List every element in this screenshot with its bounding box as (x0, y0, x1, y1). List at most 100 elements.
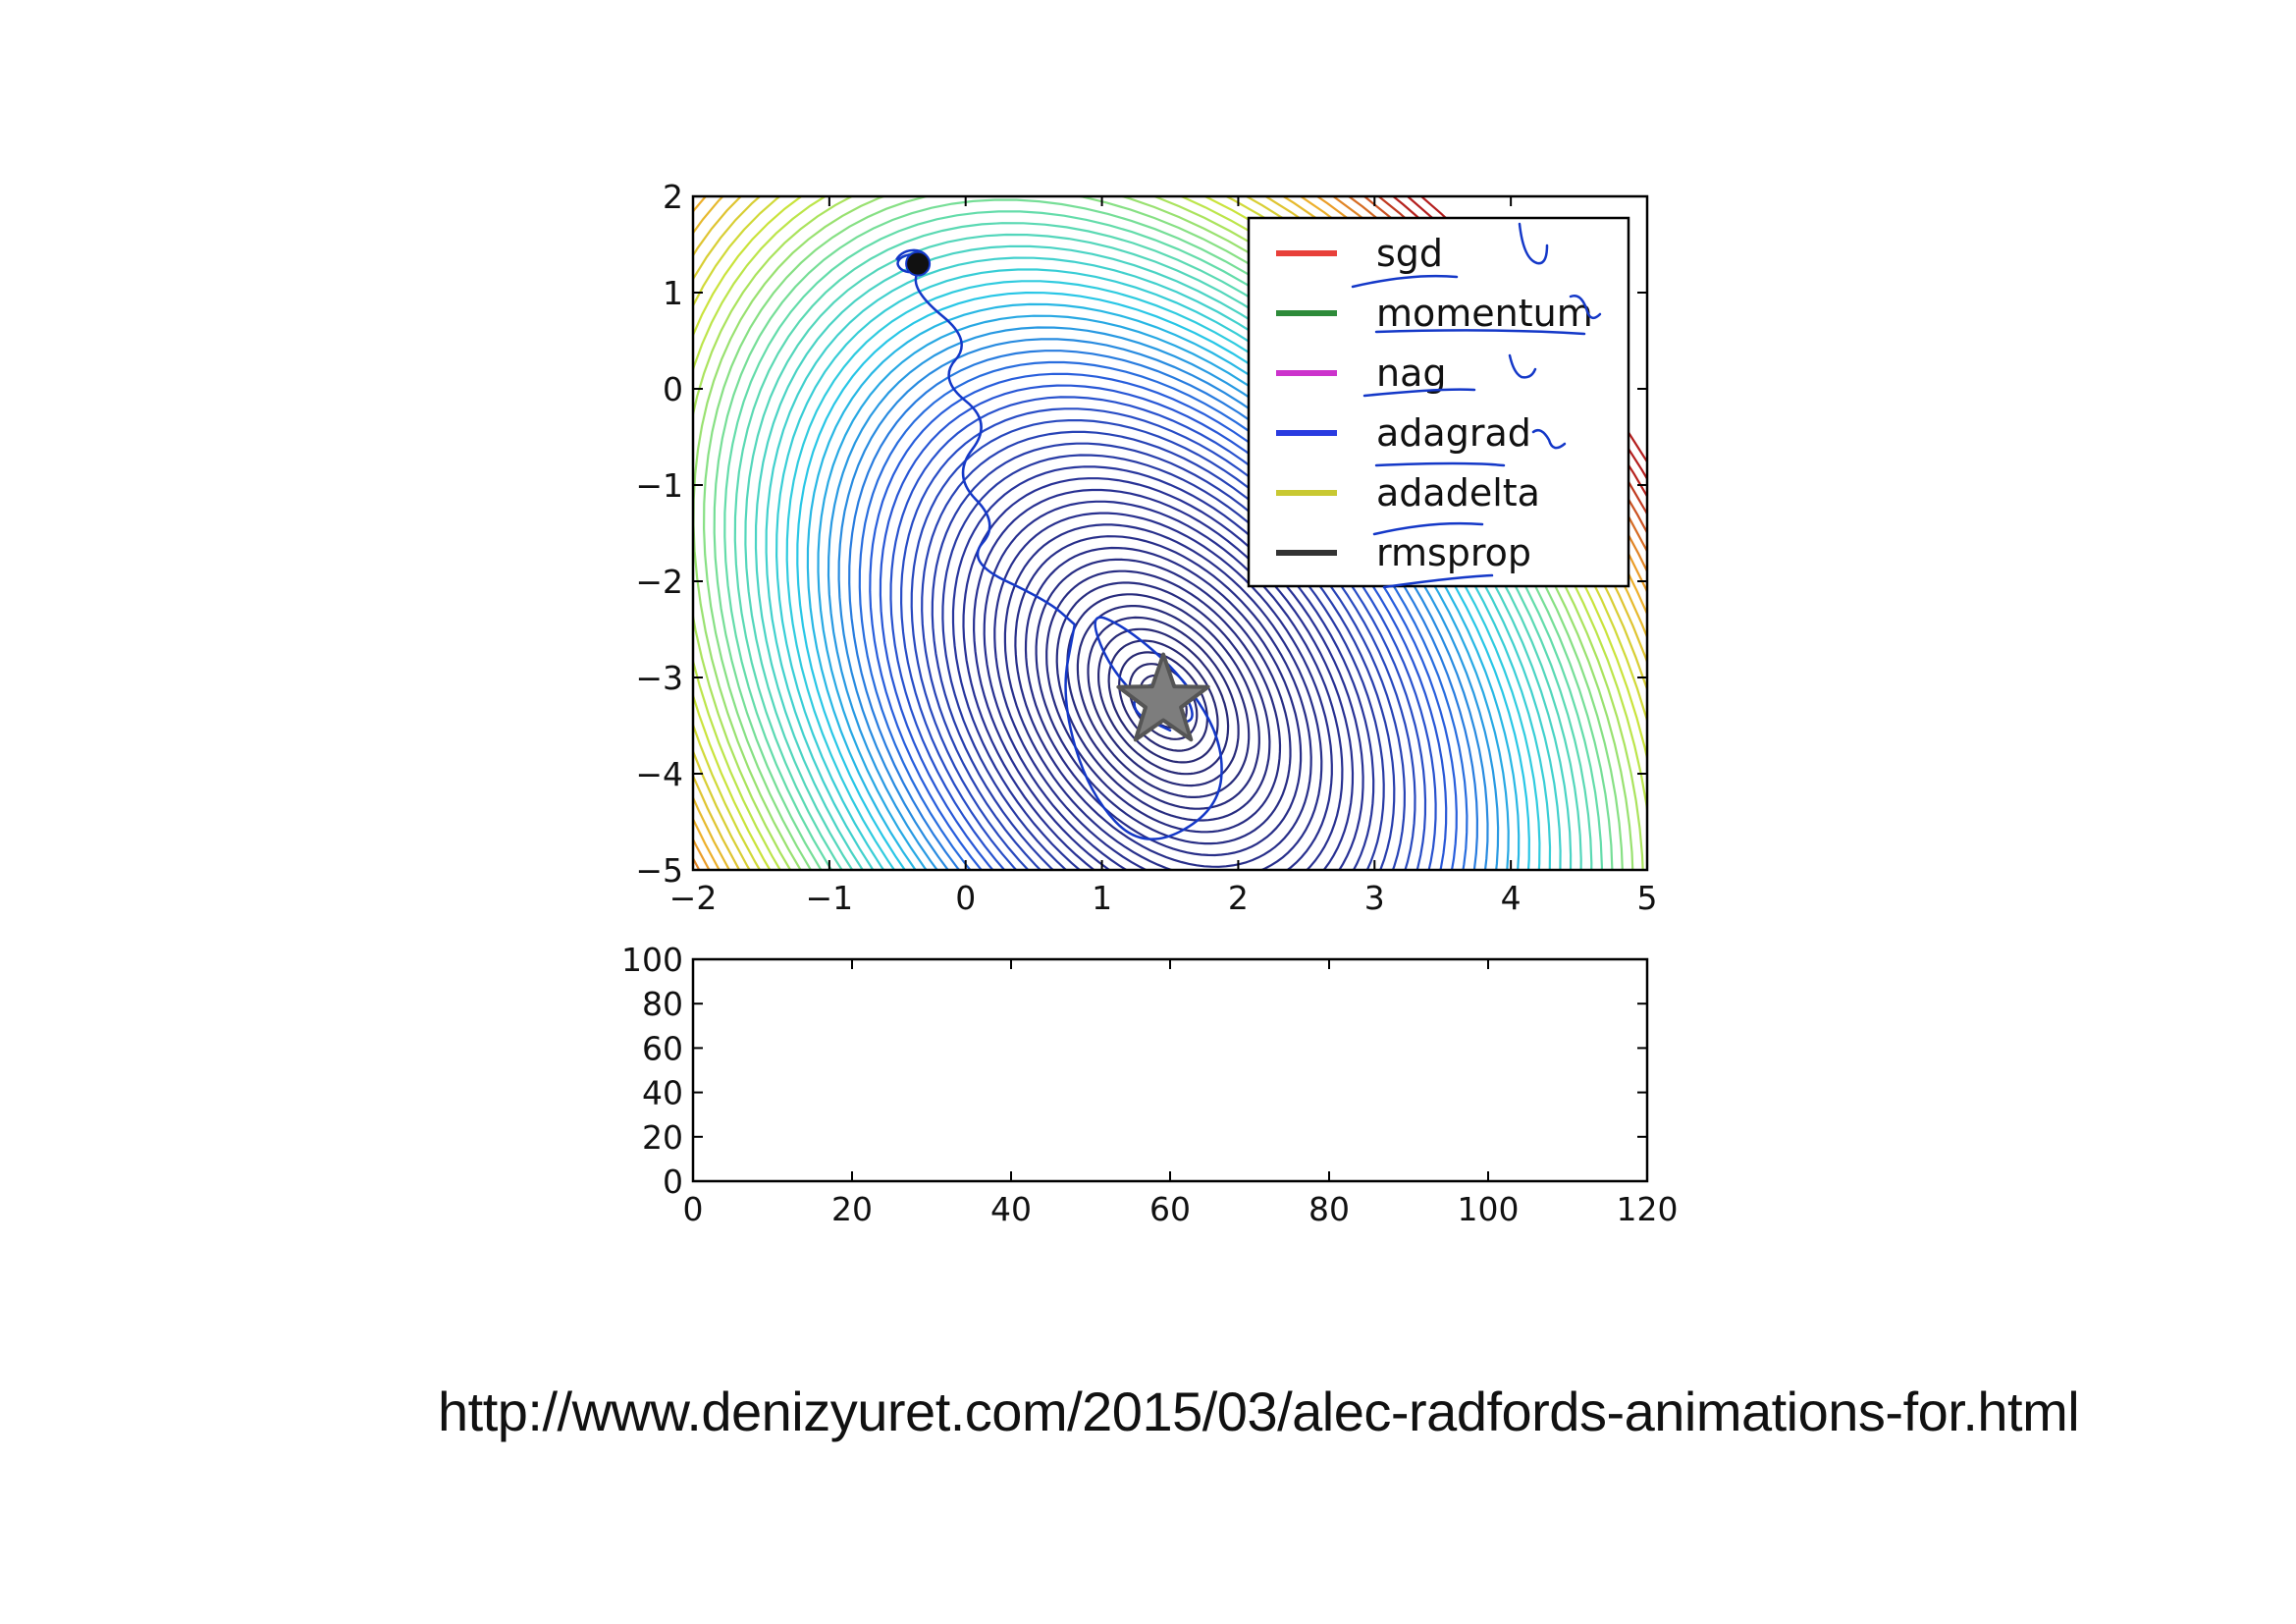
contour-plot: −2 −1 0 1 2 3 4 5 2 1 0 −1 −2 −3 −4 −5 sgd momentum nag a… (635, 178, 1658, 917)
legend-scribble (1372, 521, 1484, 536)
loss-axes-frame (691, 957, 1649, 1183)
contour-axes-frame (691, 194, 1649, 872)
contour-level (941, 454, 1385, 870)
x-tick-label: 100 (1458, 1190, 1520, 1228)
legend-label-sgd: sgd (1376, 232, 1443, 275)
contour-level (951, 465, 1375, 870)
contour-level (983, 500, 1344, 870)
legend-scribble (1531, 429, 1567, 450)
x-tick-label: 2 (1228, 879, 1249, 917)
minimum-star-marker (1116, 652, 1210, 742)
legend-scribble (1508, 353, 1537, 379)
legend-label-adagrad: adagrad (1376, 411, 1531, 455)
contour-level (869, 372, 1458, 870)
x-tick-label: 20 (831, 1190, 873, 1228)
contour-level (848, 350, 1479, 870)
y-tick-label: 40 (642, 1074, 683, 1112)
y-tick-label: 20 (642, 1118, 683, 1157)
y-tick-label: −3 (635, 659, 683, 697)
y-tick-label: 60 (642, 1029, 683, 1067)
contour-level (693, 196, 1647, 870)
legend-label-nag: nag (1376, 352, 1447, 395)
x-tick-label: 40 (990, 1190, 1032, 1228)
contour-level (879, 384, 1448, 870)
contour-lines (693, 196, 1647, 870)
legend-scribble (1374, 329, 1586, 336)
y-tick-label: −2 (635, 563, 683, 601)
contour-level (910, 419, 1416, 870)
source-url-text: http://www.denizyuret.com/2015/03/alec-r… (438, 1380, 2080, 1442)
legend-label-momentum: momentum (1376, 292, 1593, 335)
contour-level (1035, 558, 1292, 845)
contour-level (693, 196, 1647, 870)
contour-level (931, 442, 1396, 870)
y-tick-label: −1 (635, 466, 683, 505)
x-tick-label: 4 (1501, 879, 1522, 917)
legend-label-adadelta: adadelta (1376, 471, 1540, 514)
contour-level (702, 196, 1624, 870)
legend-scribble (1569, 295, 1602, 320)
legend-scribble (1518, 222, 1549, 265)
contour-level (693, 196, 1647, 870)
contour-level (806, 302, 1521, 870)
y-tick-label: 1 (663, 274, 683, 312)
start-point-marker (905, 250, 932, 277)
contour-level (785, 280, 1541, 870)
contour-level (1055, 581, 1271, 822)
x-tick-label: 3 (1364, 879, 1385, 917)
contour-level (713, 198, 1614, 870)
x-tick-label: 0 (955, 879, 976, 917)
contour-level (693, 196, 1644, 870)
contour-level (693, 196, 1647, 870)
contour-level (754, 244, 1573, 870)
contour-level (693, 196, 1647, 870)
y-tick-label: 0 (663, 1163, 683, 1201)
loss-y-axis: 100 80 60 40 20 0 (621, 941, 1647, 1201)
contour-level (774, 268, 1552, 870)
legend-scribble (1351, 274, 1459, 289)
contour-level (1107, 639, 1219, 764)
contour-level (858, 360, 1468, 870)
contour-level (723, 210, 1604, 870)
x-tick-label: 5 (1637, 879, 1658, 917)
contour-level (1066, 593, 1260, 810)
contour-level (1024, 546, 1303, 857)
loss-x-axis: 0 20 40 60 80 100 120 (683, 959, 1679, 1228)
y-tick-label: 0 (663, 370, 683, 408)
plot-markers (905, 250, 1210, 742)
y-tick-label: −5 (635, 851, 683, 890)
contour-level (693, 196, 1634, 870)
contour-y-axis: 2 1 0 −1 −2 −3 −4 −5 (635, 178, 1647, 890)
x-tick-label: 0 (683, 1190, 704, 1228)
legend: sgd momentum nag adagrad adadelta rmsprop (1247, 216, 1630, 588)
x-tick-label: −2 (669, 879, 718, 917)
legend-scribble (1362, 388, 1476, 398)
contour-level (962, 477, 1364, 870)
legend-scribble (1382, 573, 1494, 589)
contour-level (733, 222, 1593, 870)
contour-level (827, 326, 1500, 870)
legend-label-rmsprop: rmsprop (1376, 531, 1531, 574)
contour-level (1003, 523, 1323, 870)
contour-level (744, 233, 1582, 870)
legend-scribble (1374, 461, 1506, 467)
contour-level (1014, 535, 1312, 868)
contour-level (1076, 604, 1251, 799)
y-tick-label: −4 (635, 755, 683, 793)
contour-level (765, 256, 1562, 870)
contour-level (993, 512, 1333, 870)
contour-level (693, 196, 1647, 870)
contour-x-axis: −2 −1 0 1 2 3 4 5 (669, 196, 1658, 917)
contour-level (889, 396, 1437, 870)
y-tick-label: 2 (663, 178, 683, 216)
contour-level (1045, 569, 1282, 834)
x-tick-label: 60 (1149, 1190, 1191, 1228)
contour-level (899, 407, 1427, 870)
legend-handwriting (1351, 222, 1602, 589)
x-tick-label: 1 (1092, 879, 1112, 917)
contour-level (972, 488, 1355, 870)
x-tick-label: −1 (806, 879, 854, 917)
contour-level (817, 314, 1510, 870)
